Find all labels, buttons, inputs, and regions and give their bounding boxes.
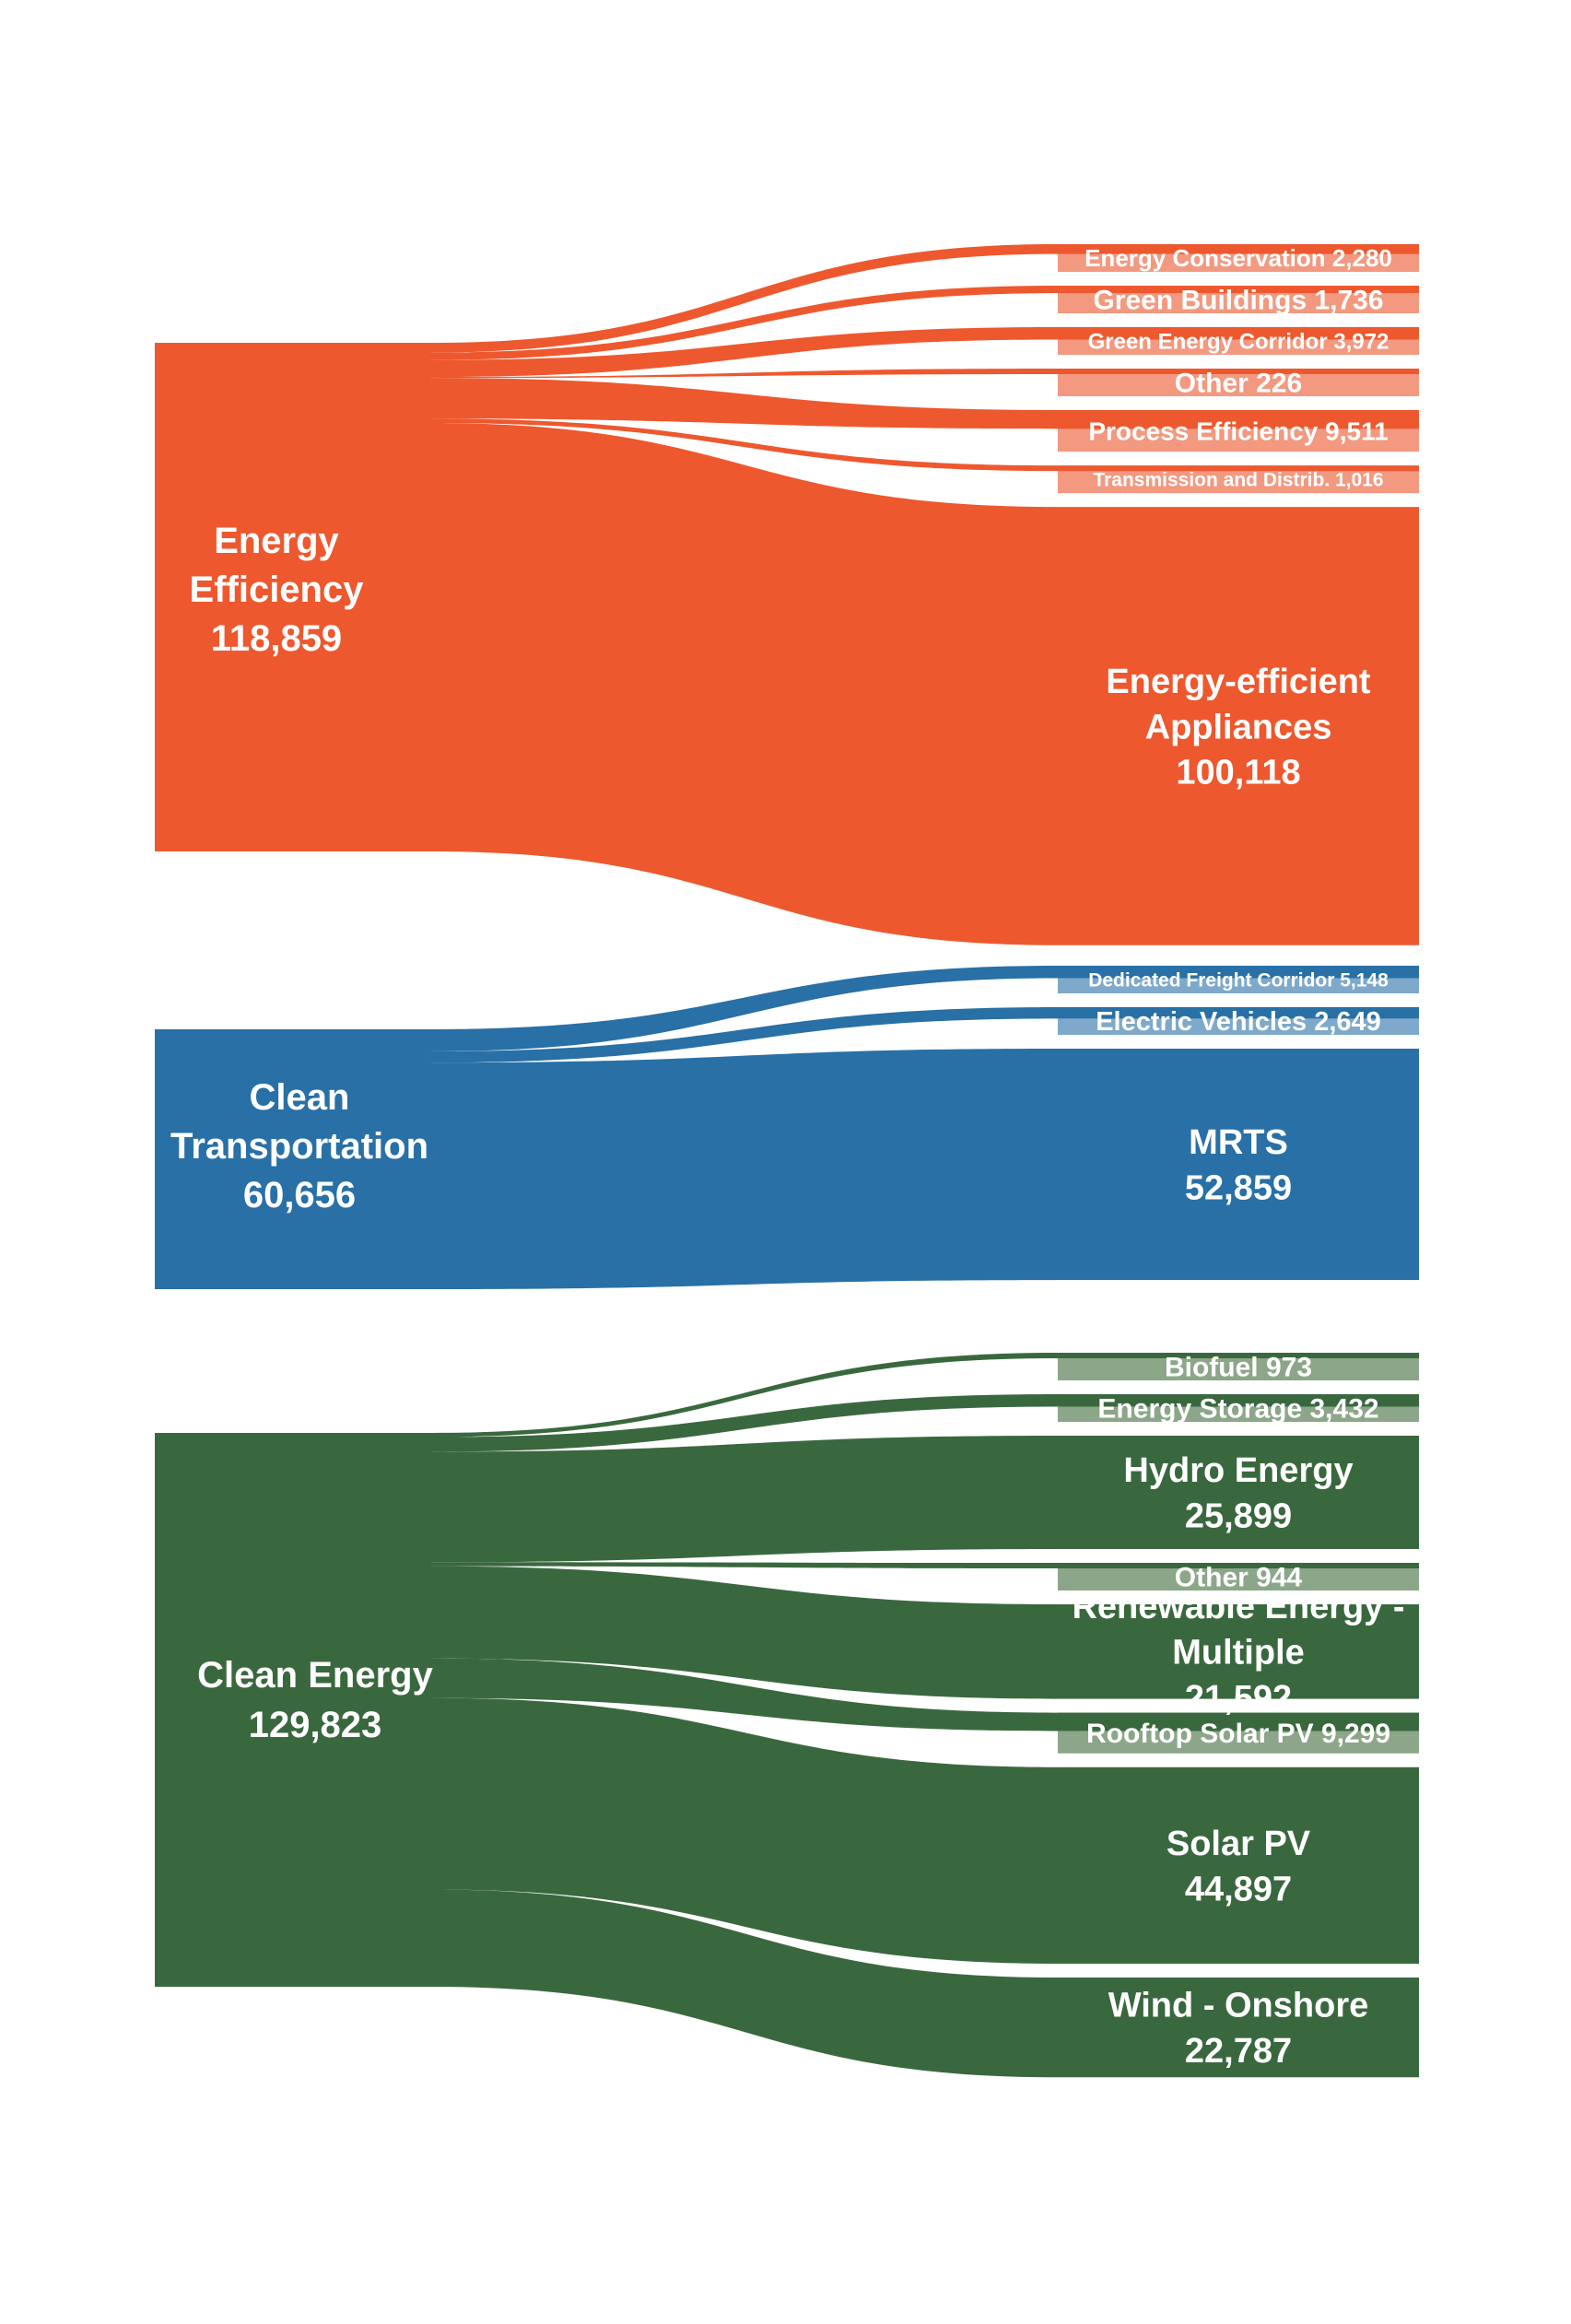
- target-label-dedicated-freight-corridor-5-148: Dedicated Freight Corridor 5,148: [1088, 969, 1389, 991]
- flow-energy-efficiency-green-buildings: [431, 286, 1058, 360]
- target-label-renewable-energy-multiple-21-592: 21,592: [1185, 1679, 1292, 1718]
- flow-clean-energy-other: [431, 1562, 1058, 1569]
- target-label-energy-efficient-appliances-100-118: Appliances: [1145, 708, 1332, 746]
- source-node-energy-efficiency: [155, 343, 431, 851]
- target-node-flow-energy-storage-3-432: [1058, 1394, 1419, 1407]
- flow-energy-efficiency-process-efficiency: [431, 378, 1058, 429]
- target-node-mrts-52-859: [1058, 1049, 1419, 1281]
- source-label-clean-transportation: 60,656: [243, 1175, 356, 1215]
- target-node-flow-process-efficiency-9-511: [1058, 410, 1419, 429]
- target-label-other-226: Other 226: [1175, 369, 1302, 399]
- target-label-green-energy-corridor-3-972: Green Energy Corridor 3,972: [1088, 329, 1389, 354]
- flow-clean-energy-renewable-energy-multiple: [431, 1566, 1058, 1699]
- source-label-energy-efficiency: Energy: [214, 521, 339, 561]
- target-node-flow-other-226: [1058, 369, 1419, 374]
- flow-clean-energy-rooftop-solar-pv: [431, 1658, 1058, 1731]
- target-label-renewable-energy-multiple-21-592: Renewable Energy -: [1072, 1588, 1404, 1626]
- target-node-hydro-energy-25-899: [1058, 1436, 1419, 1550]
- flow-energy-efficiency-energy-conservation: [431, 244, 1058, 353]
- source-node-clean-transportation: [155, 1029, 431, 1289]
- target-label-green-buildings-1-736: Green Buildings 1,736: [1093, 286, 1383, 316]
- target-label-mrts-52-859: 52,859: [1185, 1169, 1292, 1208]
- nodes: [155, 244, 1419, 2078]
- source-label-clean-energy: Clean Energy: [197, 1655, 433, 1696]
- target-node-renewable-energy-multiple-21-592: [1058, 1604, 1419, 1699]
- target-label-transmission-and-distrib-1-016: Transmission and Distrib. 1,016: [1093, 470, 1383, 491]
- flow-clean-energy-energy-storage: [431, 1394, 1058, 1452]
- target-node-flow-green-energy-corridor-3-972: [1058, 327, 1419, 340]
- target-node-flow-transmission-and-distrib-1-016: [1058, 465, 1419, 472]
- flow-energy-efficiency-green-energy-corridor: [431, 327, 1058, 378]
- target-node-flow-other-944: [1058, 1563, 1419, 1569]
- target-label-mrts-52-859: MRTS: [1189, 1123, 1288, 1162]
- target-label-energy-efficient-appliances-100-118: Energy-efficient: [1106, 663, 1371, 701]
- target-label-energy-storage-3-432: Energy Storage 3,432: [1097, 1394, 1378, 1425]
- target-label-electric-vehicles-2-649: Electric Vehicles 2,649: [1096, 1007, 1381, 1037]
- source-label-clean-transportation: Clean: [250, 1077, 350, 1118]
- target-node-flow-energy-conservation-2-280: [1058, 244, 1419, 254]
- target-node-flow-biofuel-973: [1058, 1353, 1419, 1358]
- flow-clean-energy-hydro-energy: [431, 1436, 1058, 1563]
- flow-clean-energy-biofuel: [431, 1353, 1058, 1438]
- target-node-wind-onshore-22-787: [1058, 1978, 1419, 2078]
- target-node-flow-dedicated-freight-corridor-5-148: [1058, 966, 1419, 979]
- source-label-clean-transportation: Transportation: [170, 1126, 428, 1167]
- target-label-process-efficiency-9-511: Process Efficiency 9,511: [1088, 417, 1388, 445]
- flow-clean-transportation-mrts: [431, 1049, 1058, 1289]
- target-label-solar-pv-44-897: Solar PV: [1167, 1825, 1311, 1863]
- target-label-biofuel-973: Biofuel 973: [1165, 1353, 1312, 1383]
- flow-clean-energy-wind-onshore: [431, 1889, 1058, 2078]
- target-node-flow-electric-vehicles-2-649: [1058, 1007, 1419, 1019]
- flow-clean-transportation-dedicated-freight-corridor: [431, 966, 1058, 1051]
- target-label-energy-conservation-2-280: Energy Conservation 2,280: [1084, 244, 1392, 272]
- flow-energy-efficiency-energy-efficient-appliances: [431, 423, 1058, 945]
- source-label-energy-efficiency: Efficiency: [190, 569, 365, 610]
- target-label-solar-pv-44-897: 44,897: [1185, 1870, 1292, 1908]
- target-node-flow-rooftop-solar-pv-9-299: [1058, 1712, 1419, 1731]
- flow-energy-efficiency-other: [431, 369, 1058, 379]
- target-label-renewable-energy-multiple-21-592: Multiple: [1172, 1634, 1305, 1673]
- flow-clean-transportation-electric-vehicles: [431, 1007, 1058, 1063]
- labels: Energy Conservation 2,280 Green Buildings…: [170, 244, 1405, 2071]
- flow-links: [431, 244, 1058, 2078]
- target-label-energy-efficient-appliances-100-118: 100,118: [1176, 754, 1300, 792]
- source-node-clean-energy: [155, 1433, 431, 1987]
- flow-clean-energy-solar-pv: [431, 1697, 1058, 1965]
- source-label-clean-energy: 129,823: [249, 1705, 382, 1745]
- target-node-flow-green-buildings-1-736: [1058, 286, 1419, 294]
- target-label-other-944: Other 944: [1175, 1563, 1303, 1593]
- flow-energy-efficiency-transmission-and-distrib: [431, 418, 1058, 472]
- target-label-wind-onshore-22-787: 22,787: [1185, 2032, 1292, 2071]
- target-label-wind-onshore-22-787: Wind - Onshore: [1108, 1987, 1369, 2025]
- target-node-solar-pv-44-897: [1058, 1766, 1419, 1965]
- target-label-rooftop-solar-pv-9-299: Rooftop Solar PV 9,299: [1086, 1719, 1390, 1749]
- target-label-hydro-energy-25-899: Hydro Energy: [1123, 1451, 1353, 1490]
- source-label-energy-efficiency: 118,859: [211, 618, 342, 659]
- target-node-energy-efficient-appliances-100-118: [1058, 507, 1419, 945]
- target-label-hydro-energy-25-899: 25,899: [1185, 1497, 1292, 1536]
